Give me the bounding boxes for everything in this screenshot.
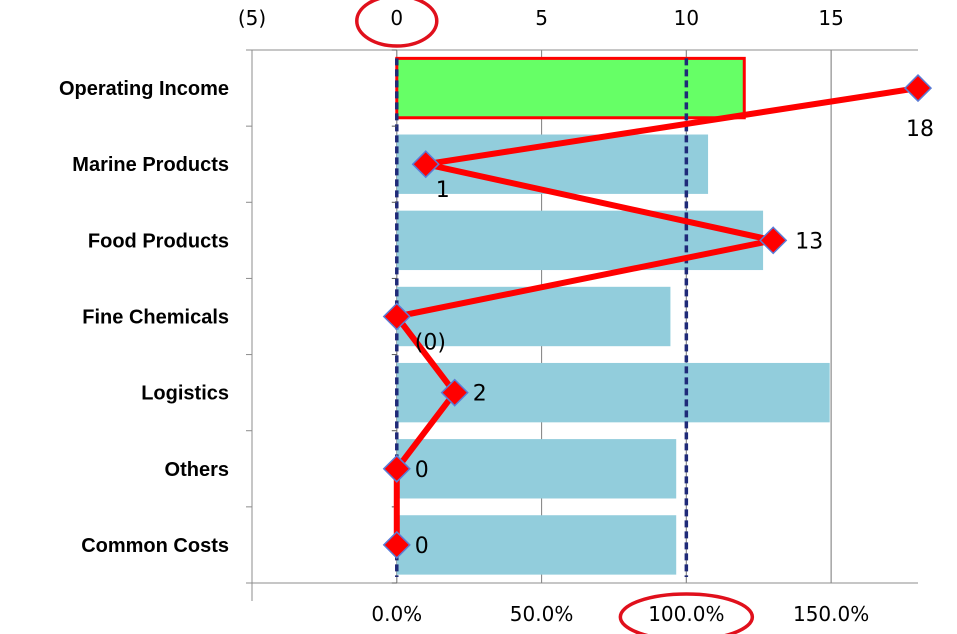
axes	[246, 49, 918, 601]
line-marker	[759, 226, 788, 255]
category-label: Logistics	[141, 383, 229, 405]
category-label: Food Products	[88, 230, 229, 252]
bar-6	[396, 515, 677, 575]
data-label: 0	[415, 458, 429, 483]
line-marker	[382, 530, 411, 559]
data-label: 18	[906, 117, 934, 142]
top-tick-label: 10	[674, 6, 699, 30]
category-label: Marine Products	[72, 154, 229, 176]
top-tick-label: 15	[818, 6, 843, 30]
bar-5	[396, 439, 677, 499]
category-label: Fine Chemicals	[82, 307, 229, 329]
data-label: 2	[473, 382, 487, 407]
data-label: (0)	[415, 331, 446, 356]
line-marker	[903, 74, 933, 103]
annotations	[355, 0, 755, 634]
top-tick-label: 5	[535, 6, 548, 30]
highlight-circle-top-zero	[355, 0, 439, 48]
bottom-tick-label: 50.0%	[510, 602, 574, 626]
bottom-tick-label: 150.0%	[793, 602, 869, 626]
line-marker	[382, 454, 411, 483]
line-marker	[411, 150, 440, 179]
line-marker	[440, 378, 469, 407]
bottom-tick-label: 100.0%	[648, 602, 724, 626]
top-tick-label: (5)	[238, 6, 266, 30]
category-label: Operating Income	[59, 78, 229, 100]
bar-3	[396, 286, 671, 347]
bar-2	[396, 210, 764, 271]
line-marker	[382, 302, 411, 331]
data-label: 1	[436, 178, 450, 203]
bar-4	[396, 362, 830, 423]
data-label: 0	[415, 534, 429, 559]
highlight-circle-bottom-100	[618, 592, 755, 634]
data-label: 13	[795, 229, 823, 254]
labels: (5) 0 5 10 150.0% 50.0% 100.0% 150.0%Operating …	[59, 6, 934, 626]
bottom-tick-label: 0.0%	[371, 602, 422, 626]
bar-0	[395, 56, 746, 120]
line-series	[382, 74, 933, 559]
category-label: Common Costs	[81, 535, 229, 557]
category-label: Others	[165, 459, 229, 481]
top-tick-label: 0	[390, 6, 403, 30]
